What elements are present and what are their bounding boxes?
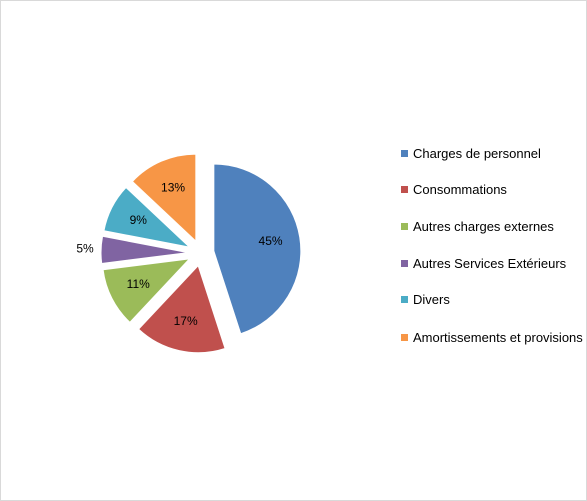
legend-label: Divers: [413, 292, 450, 307]
legend-entry: Divers: [401, 291, 586, 309]
pie-slice: [100, 235, 189, 265]
legend-swatch: [401, 223, 408, 230]
legend-label: Autres charges externes: [413, 219, 554, 234]
legend-swatch: [401, 334, 408, 341]
data-label: 17%: [174, 314, 198, 328]
legend-entry: Amortissements et provisions: [401, 329, 586, 347]
legend-swatch: [401, 260, 408, 267]
legend-entry: Autres Services Extérieurs: [401, 255, 586, 273]
pie-slice: [137, 264, 226, 354]
data-label: 45%: [259, 234, 283, 248]
legend-swatch: [401, 150, 408, 157]
legend-label: Amortissements et provisions: [413, 330, 583, 345]
pie-slice: [103, 186, 192, 248]
legend-entry: Autres charges externes: [401, 218, 586, 236]
legend-label: Consommations: [413, 182, 507, 197]
data-label: 13%: [161, 181, 185, 195]
pie-slice: [213, 163, 302, 335]
data-label: 5%: [76, 242, 94, 256]
data-label: 9%: [130, 213, 148, 227]
legend-entry: Consommations: [401, 181, 586, 199]
pie-slice: [102, 258, 191, 324]
data-label: 11%: [127, 277, 150, 291]
legend-entry: Charges de personnel: [401, 145, 586, 163]
legend-swatch: [401, 186, 408, 193]
legend-swatch: [401, 296, 408, 303]
pie-slice: [131, 153, 197, 243]
legend-label: Autres Services Extérieurs: [413, 256, 567, 271]
legend-label: Charges de personnel: [413, 146, 541, 161]
